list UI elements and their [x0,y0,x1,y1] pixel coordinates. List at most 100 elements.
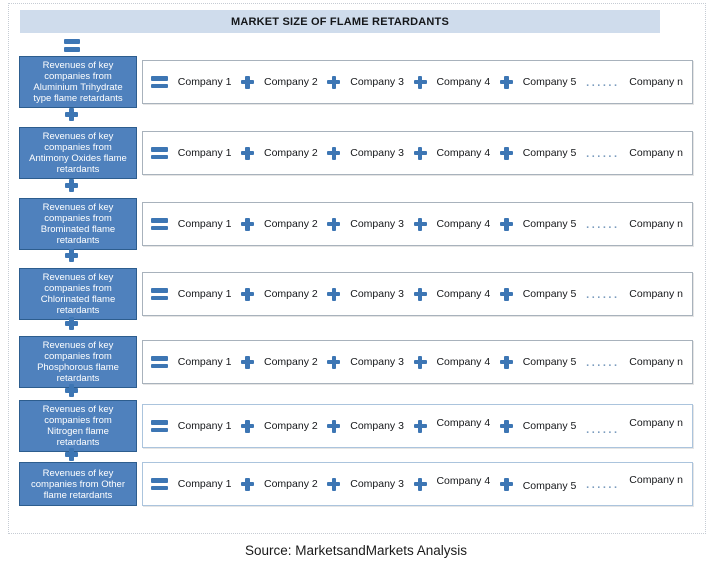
company-label: Company n [629,417,683,429]
ellipsis-dots: ...... [586,219,620,231]
segment-row: Revenues of key companies from Aluminium… [19,56,693,108]
segment-revenue-label: Revenues of key companies from Antimony … [29,131,127,175]
ellipsis-dots: ...... [586,77,620,89]
equals-icon [151,76,168,88]
equals-bar [151,83,168,88]
equals-icon [151,420,168,432]
company-label: Company 2 [264,478,318,490]
company-label: Company 2 [264,420,318,432]
plus-icon [241,355,255,369]
company-label: Company 3 [350,147,404,159]
equals-bar [151,154,168,159]
plus-icon [65,384,78,397]
company-label: Company 4 [436,218,491,230]
equals-bar [151,427,168,432]
plus-icon [499,217,513,231]
plus-icon [241,419,255,433]
company-label: Company n [629,76,683,88]
equals-bar [64,39,80,44]
companies-sum-box: Company 1 Company 2 Company 3 Company 4 … [142,340,693,384]
segment-row: Revenues of key companies from Chlorinat… [19,249,693,320]
segment-row: Revenues of key companies from Other fla… [19,448,693,506]
plus-icon [413,355,427,369]
company-label: Company 4 [436,356,491,368]
segment-revenue-label: Revenues of key companies from Chlorinat… [40,272,116,316]
company-label: Company 3 [350,478,404,490]
plus-icon [499,75,513,89]
equals-icon [151,218,168,230]
segment-row: Revenues of key companies from Antimony … [19,108,693,179]
plus-icon [241,75,255,89]
equals-bar [64,47,80,52]
companies-sum-box: Company 1 Company 2 Company 3 Company 4 … [142,404,693,448]
equals-bar [151,225,168,230]
company-label: Company 3 [350,288,404,300]
plus-icon [241,477,255,491]
plus-icon [65,179,78,192]
plus-icon [413,477,427,491]
company-label: Company 4 [436,475,491,487]
plus-icon [499,355,513,369]
equals-bar [151,485,168,490]
plus-icon [241,287,255,301]
company-label: Company 4 [436,147,491,159]
company-label: Company 2 [264,147,318,159]
companies-sum-box: Company 1 Company 2 Company 3 Company 4 … [142,202,693,246]
equals-icon [151,147,168,159]
plus-icon [327,75,341,89]
ellipsis-dots: ...... [586,289,620,301]
segment-row: Revenues of key companies from Phosphoro… [19,317,693,388]
plus-icon [499,477,513,491]
equals-bar [151,218,168,223]
plus-icon [327,217,341,231]
company-label: Company 5 [522,76,577,88]
plus-icon [413,217,427,231]
equals-icon [151,478,168,490]
plus-icon [413,75,427,89]
equals-icon [151,356,168,368]
company-label: Company 3 [350,218,404,230]
ellipsis-dots: ...... [586,479,620,491]
company-label: Company n [629,356,683,368]
equals-bar [151,76,168,81]
company-label: Company 4 [436,76,491,88]
company-label: Company n [629,218,683,230]
segment-revenue-box: Revenues of key companies from Chlorinat… [19,268,137,320]
ellipsis-dots: ...... [586,357,620,369]
plus-icon [327,419,341,433]
company-label: Company 2 [264,288,318,300]
company-label: Company 5 [522,288,577,300]
company-label: Company 5 [522,480,577,492]
equals-bar [151,356,168,361]
equals-icon [151,288,168,300]
plus-icon [65,249,78,262]
company-label: Company n [629,147,683,159]
company-label: Company 1 [177,76,232,88]
company-label: Company 3 [350,356,404,368]
company-label: Company 4 [436,288,491,300]
company-label: Company 1 [177,420,232,432]
plus-icon [499,146,513,160]
segment-revenue-label: Revenues of key companies from Nitrogen … [42,404,114,448]
ellipsis-dots: ...... [586,148,620,160]
segment-revenue-box: Revenues of key companies from Brominate… [19,198,137,250]
company-label: Company 2 [264,356,318,368]
plus-icon [241,217,255,231]
source-note: Source: MarketsandMarkets Analysis [244,543,468,558]
company-label: Company 1 [177,147,232,159]
company-label: Company n [629,474,683,486]
plus-icon [327,477,341,491]
rows-container: Revenues of key companies from Aluminium… [19,0,693,532]
equals-icon [64,39,80,52]
segment-revenue-label: Revenues of key companies from Aluminium… [33,60,123,104]
equals-bar [151,295,168,300]
plus-icon [499,419,513,433]
diagram-title-bar: MARKET SIZE OF FLAME RETARDANTS [20,10,660,33]
company-label: Company 5 [522,356,577,368]
company-label: Company n [629,288,683,300]
plus-icon [65,108,78,121]
plus-icon [327,355,341,369]
segment-revenue-label: Revenues of key companies from Other fla… [31,467,125,501]
segment-revenue-box: Revenues of key companies from Phosphoro… [19,336,137,388]
